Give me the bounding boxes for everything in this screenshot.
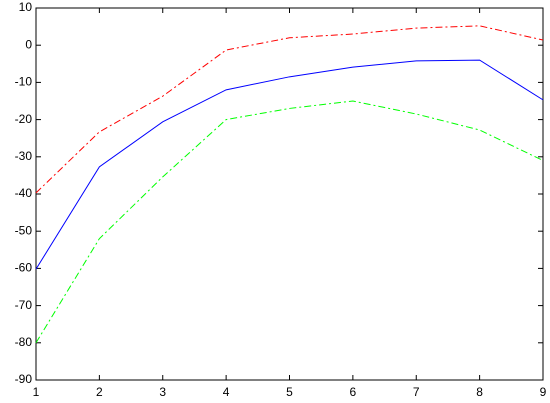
x-tick-label: 5 (286, 385, 293, 399)
series-line (35, 25, 544, 194)
y-tick-label: -80 (15, 335, 33, 349)
x-tick-label: 2 (96, 385, 103, 399)
x-tick-label: 8 (476, 385, 483, 399)
series-line (35, 59, 544, 270)
x-tick-label: 4 (223, 385, 230, 399)
x-tick-label: 3 (159, 385, 166, 399)
x-tick-label: 6 (350, 385, 357, 399)
y-tick-label: -50 (15, 223, 33, 237)
x-tick-label: 9 (540, 385, 547, 399)
x-tick-label: 7 (413, 385, 420, 399)
series-line (35, 100, 544, 344)
y-tick-label: -10 (15, 75, 33, 89)
y-tick-label: -60 (15, 261, 33, 275)
y-tick-label: 0 (25, 37, 32, 51)
y-tick-label: -90 (15, 372, 33, 386)
y-tick-label: -30 (15, 149, 33, 163)
y-tick-label: -70 (15, 298, 33, 312)
plot-frame (35, 7, 544, 381)
y-tick-label: -40 (15, 186, 33, 200)
x-tick-label: 1 (33, 385, 40, 399)
y-tick-label: 10 (19, 0, 33, 14)
y-tick-label: -20 (15, 112, 33, 126)
